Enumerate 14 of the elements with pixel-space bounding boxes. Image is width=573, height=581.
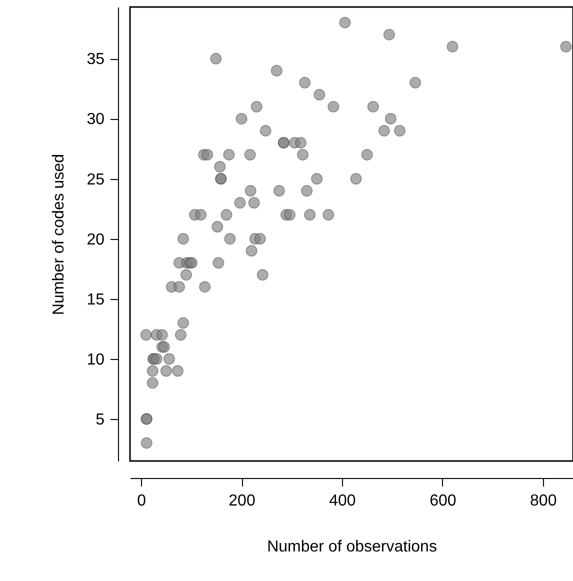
y-tick-label: 15 bbox=[86, 291, 105, 308]
x-tick-label: 0 bbox=[137, 492, 146, 510]
x-tick-label: 600 bbox=[430, 492, 456, 510]
y-tick-label: 10 bbox=[86, 351, 105, 368]
x-axis-title: Number of observations bbox=[267, 538, 437, 556]
y-tick-label: 35 bbox=[86, 51, 105, 68]
x-tick-label: 400 bbox=[329, 492, 356, 510]
x-tick-label: 800 bbox=[530, 492, 557, 510]
y-tick-label: 25 bbox=[86, 171, 105, 188]
y-axis-title: Number of codes used bbox=[50, 154, 68, 315]
y-tick-label: 20 bbox=[86, 231, 105, 248]
y-tick-label: 30 bbox=[86, 111, 105, 128]
x-tick-label: 200 bbox=[228, 492, 256, 510]
y-tick-label: 5 bbox=[96, 411, 105, 428]
